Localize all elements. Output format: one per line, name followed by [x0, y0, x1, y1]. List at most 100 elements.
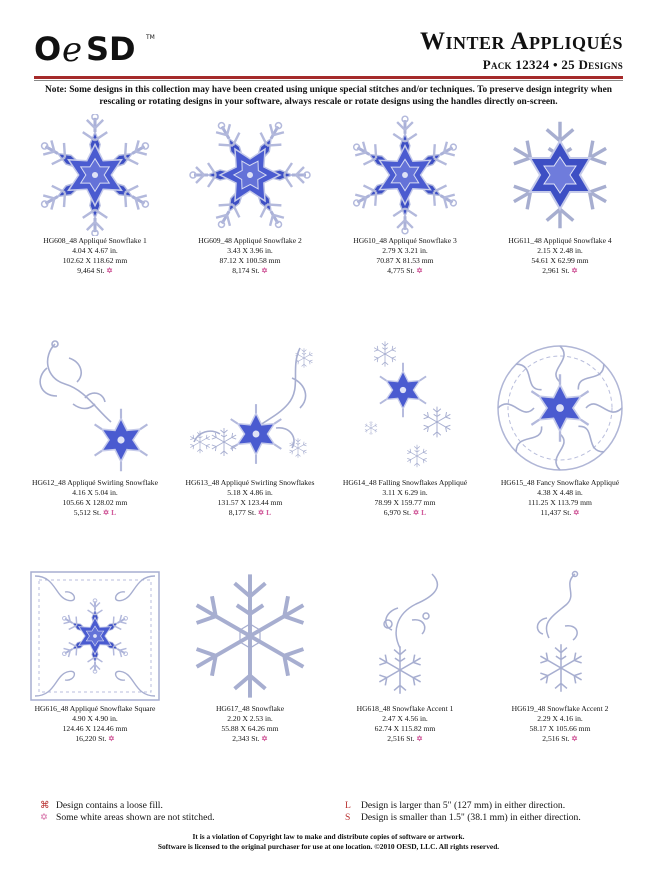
legend-loose-fill: ⌘ Design contains a loose fill. [40, 800, 163, 811]
design-card[interactable]: HG609_48 Appliqué Snowflake 2 3.43 X 3.9… [175, 114, 325, 276]
design-flags: ✡ [261, 734, 268, 743]
snowflake-accent-2-image [536, 570, 586, 693]
design-name: HG612_48 Appliqué Swirling Snowflake [32, 478, 158, 487]
design-name: HG614_48 Falling Snowflakes Appliqué [342, 478, 468, 487]
footer-line-1: It is a violation of Copyright law to ma… [192, 832, 465, 841]
design-stitches: 9,464 St. [77, 266, 105, 275]
legend-small: S Design is smaller than 1.5" (38.1 mm) i… [345, 812, 581, 823]
large-icon: L [345, 800, 351, 811]
design-flags: ✡ L [102, 508, 117, 517]
design-stitches: 5,512 St. [73, 508, 101, 517]
outline-snowflake-image [186, 572, 314, 700]
design-card[interactable]: HG613_48 Appliqué Swirling Snowflakes 5.… [175, 338, 325, 518]
loose-fill-icon: ⌘ [40, 800, 50, 811]
fancy-snowflake-image [497, 345, 623, 471]
design-stitches: 11,437 St. [540, 508, 572, 517]
design-flags: ✡ [106, 266, 113, 275]
design-card[interactable]: HG608_48 Appliqué Snowflake 1 4.04 X 4.6… [20, 114, 170, 276]
svg-text:e: e [62, 30, 82, 68]
swirling-snowflakes-image [188, 347, 315, 465]
design-card[interactable]: HG616_48 Appliqué Snowflake Square 4.90 … [20, 568, 170, 744]
design-stitches: 8,177 St. [228, 508, 256, 517]
design-size-in: 2.29 X 4.16 in. [537, 714, 583, 723]
snowflake-4-image [505, 120, 615, 230]
svg-text:TM: TM [145, 34, 155, 41]
design-size-mm: 54.61 X 62.99 mm [531, 256, 589, 265]
header: Winter Appliqués Pack 12324 • 25 Designs [420, 28, 623, 73]
design-card[interactable]: HG617_48 Snowflake 2.20 X 2.53 in. 55.88… [175, 568, 325, 744]
copyright-footer: It is a violation of Copyright law to ma… [0, 832, 657, 852]
design-size-mm: 58.17 X 105.66 mm [529, 724, 591, 733]
design-flags: ✡ [416, 266, 423, 275]
design-name: HG616_48 Appliqué Snowflake Square [34, 704, 156, 713]
snowflake-1-image [30, 114, 160, 236]
design-stitches: 2,961 St. [542, 266, 570, 275]
design-size-mm: 62.74 X 115.82 mm [374, 724, 436, 733]
design-stitches: 2,516 St. [542, 734, 570, 743]
footer-line-2: Software is licensed to the original pur… [157, 842, 500, 851]
design-size-mm: 55.88 X 64.26 mm [221, 724, 279, 733]
design-name: HG610_48 Appliqué Snowflake 3 [353, 236, 457, 245]
design-size-mm: 87.12 X 100.58 mm [219, 256, 281, 265]
design-card[interactable]: HG619_48 Snowflake Accent 2 2.29 X 4.16 … [485, 568, 635, 744]
design-name: HG619_48 Snowflake Accent 2 [511, 704, 609, 713]
design-size-in: 3.43 X 3.96 in. [227, 246, 273, 255]
design-card[interactable]: HG610_48 Appliqué Snowflake 3 2.79 X 3.2… [330, 114, 480, 276]
legend-white-areas: ✡ Some white areas shown are not stitched… [40, 812, 215, 823]
design-size-in: 2.15 X 2.48 in. [537, 246, 583, 255]
design-size-mm: 70.87 X 81.53 mm [376, 256, 434, 265]
swirling-snowflake-image [39, 340, 149, 473]
design-card[interactable]: HG614_48 Falling Snowflakes Appliqué 3.1… [330, 338, 480, 518]
svg-text:SD: SD [86, 30, 136, 68]
design-card[interactable]: HG611_48 Appliqué Snowflake 4 2.15 X 2.4… [485, 114, 635, 276]
design-note: Note: Some designs in this collection ma… [45, 85, 612, 107]
design-name: HG609_48 Appliqué Snowflake 2 [198, 236, 302, 245]
oesd-logo: O e SD TM [34, 30, 155, 68]
design-size-in: 4.90 X 4.90 in. [72, 714, 118, 723]
design-size-in: 2.20 X 2.53 in. [227, 714, 273, 723]
design-name: HG615_48 Fancy Snowflake Appliqué [500, 478, 620, 487]
design-flags: ✡ [571, 266, 578, 275]
header-rule [34, 76, 623, 79]
design-name: HG613_48 Appliqué Swirling Snowflakes [185, 478, 315, 487]
design-name: HG618_48 Snowflake Accent 1 [356, 704, 454, 713]
design-size-in: 2.79 X 3.21 in. [382, 246, 428, 255]
design-flags: ✡ [416, 734, 423, 743]
small-icon: S [345, 812, 351, 823]
design-card[interactable]: HG618_48 Snowflake Accent 1 2.47 X 4.56 … [330, 568, 480, 744]
design-card[interactable]: HG615_48 Fancy Snowflake Appliqué 4.38 X… [485, 338, 635, 518]
design-flags: ✡ [573, 508, 580, 517]
design-size-mm: 111.25 X 113.79 mm [528, 498, 592, 507]
svg-text:O: O [34, 30, 61, 68]
design-name: HG617_48 Snowflake [215, 704, 285, 713]
design-stitches: 4,775 St. [387, 266, 415, 275]
design-stitches: 6,970 St. [383, 508, 411, 517]
design-stitches: 2,516 St. [387, 734, 415, 743]
design-size-mm: 78.99 X 159.77 mm [374, 498, 436, 507]
white-areas-icon: ✡ [40, 812, 49, 823]
design-flags: ✡ L [412, 508, 427, 517]
page-title: Winter Appliqués [420, 28, 623, 55]
design-size-in: 2.47 X 4.56 in. [382, 714, 428, 723]
design-size-mm: 124.46 X 124.46 mm [62, 724, 128, 733]
snowflake-3-image [340, 114, 470, 236]
design-size-mm: 102.62 X 118.62 mm [62, 256, 128, 265]
design-flags: ✡ [261, 266, 268, 275]
design-size-in: 3.11 X 6.29 in. [382, 488, 428, 497]
design-stitches: 8,174 St. [232, 266, 260, 275]
design-stitches: 16,220 St. [75, 734, 107, 743]
page-subtitle: Pack 12324 • 25 Designs [482, 57, 623, 72]
design-size-in: 4.04 X 4.67 in. [72, 246, 118, 255]
design-flags: ✡ L [257, 508, 272, 517]
design-size-mm: 105.66 X 128.02 mm [62, 498, 128, 507]
design-flags: ✡ [108, 734, 115, 743]
falling-snowflakes-image [363, 340, 453, 468]
design-name: HG608_48 Appliqué Snowflake 1 [43, 236, 147, 245]
snowflake-square-image [30, 571, 160, 701]
legend-large: L Design is larger than 5" (127 mm) in ei… [345, 800, 566, 811]
design-card[interactable]: HG612_48 Appliqué Swirling Snowflake 4.1… [20, 338, 170, 518]
design-size-mm: 131.57 X 123.44 mm [217, 498, 283, 507]
design-size-in: 4.38 X 4.48 in. [537, 488, 583, 497]
snowflake-accent-1-image [375, 573, 439, 695]
snowflake-2-image [185, 114, 315, 236]
